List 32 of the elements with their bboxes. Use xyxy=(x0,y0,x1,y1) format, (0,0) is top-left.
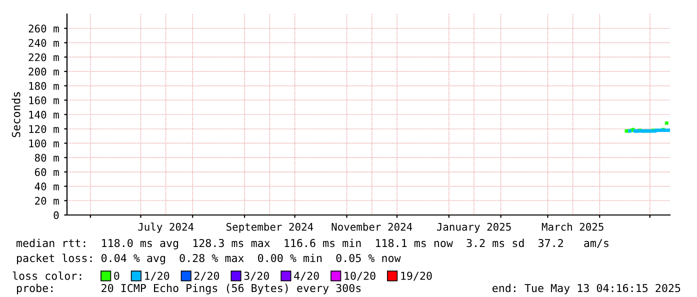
y-tick-label: 200 m xyxy=(28,68,59,76)
legend-label: 4/20 xyxy=(294,272,319,281)
y-tick-label: 140 m xyxy=(29,110,59,119)
y-tick-label: 120 m xyxy=(29,125,59,133)
legend-label: 3/20 xyxy=(244,272,269,281)
legend-label: 10/20 xyxy=(344,272,376,281)
y-axis-title: Seconds xyxy=(12,92,20,138)
text: end: Tue May 13 04:16:15 2025 xyxy=(492,284,680,294)
x-tick-label: September 2024 xyxy=(226,222,314,233)
y-tick-label: 60 m xyxy=(34,168,59,176)
legend-label: 19/20 xyxy=(401,272,432,281)
legend-label: 0 xyxy=(114,272,120,280)
y-tick-label: 260 m xyxy=(28,24,59,32)
y-tick-label: 160 m xyxy=(29,96,59,104)
y-tick-label: 100 m xyxy=(29,139,59,148)
y-tick-label: 240 m xyxy=(28,38,59,47)
y-tick-label: 20 m xyxy=(35,196,59,205)
x-tick-label: March 2025 xyxy=(542,222,604,231)
x-tick-label: January 2025 xyxy=(436,222,511,233)
text: packet loss: 0.04 % avg 0.28 % max 0.00 % min 0.05 % now xyxy=(17,254,401,264)
legend-label: 2/20 xyxy=(194,272,220,281)
legend-title: loss color: xyxy=(12,271,82,280)
legend-label: 1/20 xyxy=(145,272,170,281)
y-tick-label: 180 m xyxy=(29,82,59,90)
y-tick-label: 80 m xyxy=(34,154,59,162)
x-tick-label: July 2024 xyxy=(138,222,194,233)
x-tick-label: November 2024 xyxy=(332,222,412,231)
y-tick-label: 220 m xyxy=(28,53,59,62)
y-tick-label: 0 xyxy=(54,211,59,220)
text: median rtt: 118.0 ms avg 128.3 ms max 116.6 ms min 118.1 ms now 3.2 ms sd 37.2 am/s xyxy=(16,238,608,250)
y-tick-label: 40 m xyxy=(34,182,59,190)
text: probe: 20 ICMP Echo Pings (56 Bytes) every 300s xyxy=(17,284,361,294)
